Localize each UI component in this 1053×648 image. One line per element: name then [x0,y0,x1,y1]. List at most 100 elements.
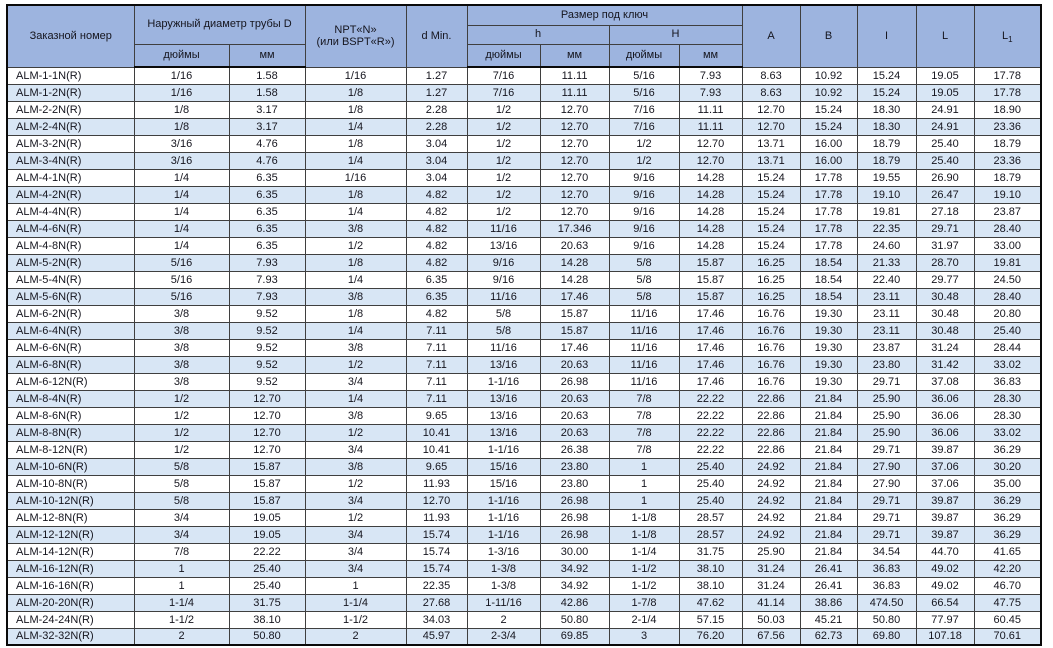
cell-npt: 3/8 [304,338,407,357]
cell-h-inches: 1-3/8 [466,559,541,578]
cell-npt: 1/8 [304,83,407,102]
cell-d-min: 1.27 [405,83,468,102]
cell-L: 77.97 [915,610,975,629]
cell-B: 38.86 [799,593,858,612]
cell-h-mm: 26.98 [539,372,610,391]
cell-d-mm: 6.35 [228,236,306,255]
cell-order-number: ALM-6-12N(R) [6,372,135,391]
cell-A: 16.25 [741,253,801,272]
cell-L: 39.87 [915,525,975,544]
cell-npt: 1/16 [304,66,407,85]
cell-order-number: ALM-6-2N(R) [6,304,135,323]
cell-B: 19.30 [799,355,858,374]
cell-d-inches: 3/16 [133,134,230,153]
cell-d-min: 4.82 [405,304,468,323]
cell-d-mm: 25.40 [228,576,306,595]
cell-d-mm: 19.05 [228,508,306,527]
cell-L: 49.02 [915,559,975,578]
cell-H-inches: 7/16 [608,117,680,136]
cell-A: 13.71 [741,151,801,170]
cell-A: 12.70 [741,117,801,136]
cell-npt: 3/4 [304,542,407,561]
cell-order-number: ALM-10-12N(R) [6,491,135,510]
cell-B: 18.54 [799,270,858,289]
cell-B: 21.84 [799,508,858,527]
cell-I: 69.80 [856,627,917,646]
cell-I: 23.11 [856,304,917,323]
header-npt-line2: (или BSPT«R») [316,36,395,49]
header-col-l1: L1 [973,4,1042,68]
cell-B: 26.41 [799,576,858,595]
cell-d-min: 4.82 [405,236,468,255]
cell-d-mm: 1.58 [228,66,306,85]
cell-A: 50.03 [741,610,801,629]
cell-I: 24.60 [856,236,917,255]
cell-L: 29.71 [915,219,975,238]
cell-H-inches: 7/8 [608,406,680,425]
cell-h-mm: 17.46 [539,287,610,306]
cell-H-inches: 9/16 [608,219,680,238]
cell-L1: 36.29 [973,525,1042,544]
cell-L: 37.06 [915,457,975,476]
cell-B: 18.54 [799,253,858,272]
header-col-l: L [915,4,975,68]
cell-order-number: ALM-5-4N(R) [6,270,135,289]
cell-H-inches: 1-1/4 [608,542,680,561]
cell-h-mm: 20.63 [539,236,610,255]
cell-L1: 36.83 [973,372,1042,391]
cell-order-number: ALM-16-16N(R) [6,576,135,595]
table-row: ALM-6-6N(R) 3/8 9.52 3/8 7.11 11/16 17.46 11/16… [6,338,1042,357]
cell-npt: 1 [304,576,407,595]
cell-L: 26.47 [915,185,975,204]
cell-h-inches: 1/2 [466,151,541,170]
cell-npt: 1/4 [304,321,407,340]
cell-L: 49.02 [915,576,975,595]
header-d-mm: мм [228,43,306,68]
cell-d-min: 9.65 [405,457,468,476]
cell-I: 50.80 [856,610,917,629]
cell-d-mm: 9.52 [228,355,306,374]
cell-order-number: ALM-4-6N(R) [6,219,135,238]
cell-H-mm: 28.57 [678,508,743,527]
cell-I: 474.50 [856,593,917,612]
cell-d-inches: 3/4 [133,508,230,527]
cell-H-inches: 1-7/8 [608,593,680,612]
cell-H-mm: 14.28 [678,168,743,187]
cell-H-inches: 9/16 [608,185,680,204]
cell-h-inches: 1/2 [466,134,541,153]
cell-L: 37.06 [915,474,975,493]
cell-npt: 1/2 [304,355,407,374]
cell-d-mm: 12.70 [228,440,306,459]
header-col-b: B [799,4,858,68]
cell-B: 21.84 [799,542,858,561]
cell-order-number: ALM-12-8N(R) [6,508,135,527]
table-row: ALM-5-6N(R) 5/16 7.93 3/8 6.35 11/16 17.46 5/8 1… [6,287,1042,306]
cell-h-mm: 30.00 [539,542,610,561]
cell-A: 16.76 [741,304,801,323]
cell-H-inches: 7/8 [608,389,680,408]
cell-npt: 1/8 [304,253,407,272]
cell-d-min: 7.11 [405,338,468,357]
table-row: ALM-6-12N(R) 3/8 9.52 3/4 7.11 1-1/16 26.98 11/… [6,372,1042,391]
cell-H-mm: 11.11 [678,117,743,136]
cell-h-mm: 17.346 [539,219,610,238]
cell-H-mm: 17.46 [678,321,743,340]
cell-order-number: ALM-3-2N(R) [6,134,135,153]
table-row: ALM-5-2N(R) 5/16 7.93 1/8 4.82 9/16 14.28 5/8 15… [6,253,1042,272]
cell-I: 23.11 [856,287,917,306]
cell-B: 17.78 [799,236,858,255]
cell-d-mm: 6.35 [228,219,306,238]
cell-npt: 3/4 [304,372,407,391]
cell-I: 18.30 [856,117,917,136]
cell-npt: 1/8 [304,100,407,119]
cell-h-inches: 1-1/16 [466,491,541,510]
cell-L: 25.40 [915,151,975,170]
table-row: ALM-5-4N(R) 5/16 7.93 1/4 6.35 9/16 14.28 5/8 15… [6,270,1042,289]
cell-A: 41.14 [741,593,801,612]
cell-d-mm: 4.76 [228,151,306,170]
cell-d-inches: 1/4 [133,202,230,221]
cell-A: 24.92 [741,525,801,544]
cell-A: 8.63 [741,83,801,102]
cell-npt: 1/2 [304,423,407,442]
cell-A: 15.24 [741,168,801,187]
